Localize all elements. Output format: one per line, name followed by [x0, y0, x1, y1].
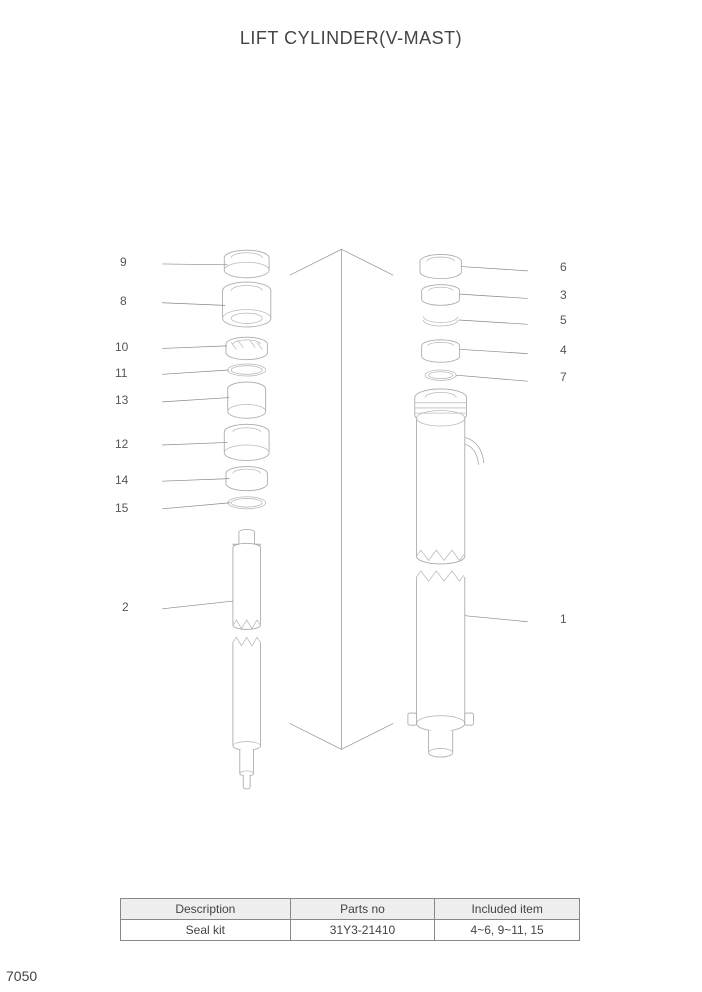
callout-4: 4	[560, 343, 567, 357]
table-row: Seal kit 31Y3-21410 4~6, 9~11, 15	[121, 920, 580, 941]
callout-15: 15	[115, 501, 128, 515]
callout-12: 12	[115, 437, 128, 451]
callout-9: 9	[120, 255, 127, 269]
callout-13: 13	[115, 393, 128, 407]
callout-8: 8	[120, 294, 127, 308]
cell-included: 4~6, 9~11, 15	[435, 920, 580, 941]
col-included: Included item	[435, 899, 580, 920]
cell-description: Seal kit	[121, 920, 291, 941]
callout-2: 2	[122, 600, 129, 614]
callout-3: 3	[560, 288, 567, 302]
callout-5: 5	[560, 313, 567, 327]
page-number: 7050	[6, 968, 37, 984]
seal-kit-table: Description Parts no Included item Seal …	[120, 898, 580, 941]
col-parts-no: Parts no	[290, 899, 435, 920]
callout-7: 7	[560, 370, 567, 384]
callout-14: 14	[115, 473, 128, 487]
callout-1: 1	[560, 612, 567, 626]
exploded-diagram	[0, 120, 702, 870]
cell-parts-no: 31Y3-21410	[290, 920, 435, 941]
col-description: Description	[121, 899, 291, 920]
callout-10: 10	[115, 340, 128, 354]
callout-11: 11	[115, 366, 127, 380]
callout-6: 6	[560, 260, 567, 274]
page-title: LIFT CYLINDER(V-MAST)	[0, 28, 702, 49]
